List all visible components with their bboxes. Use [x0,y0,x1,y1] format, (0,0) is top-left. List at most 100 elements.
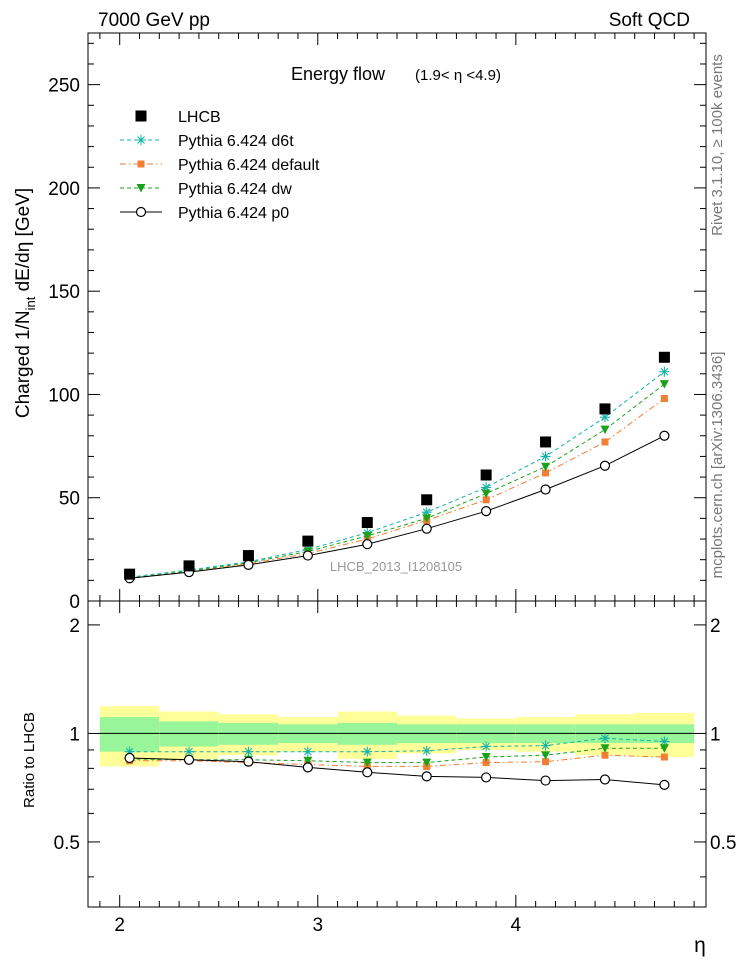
legend-marker [135,206,147,218]
ratio-point [659,744,669,753]
x-axis-label: η [694,934,706,957]
x-tick-label: 3 [312,915,323,936]
ratio-stat-band [159,721,219,747]
analysis-watermark: LHCB_2013_I1208105 [330,559,462,574]
legend-label: Pythia 6.424 default [178,157,320,174]
rivet-label: Rivet 3.1.10, ≥ 100k events [709,54,726,236]
ratio-y-tick-label: 2 [69,616,80,637]
main-axes: 0 50 100 150 200 250 [48,32,707,613]
main-point [599,460,611,471]
main-y-tick-label: 250 [48,76,80,97]
main-point [481,506,492,517]
ratio-point [124,752,135,764]
ratio-series-line [129,754,665,767]
ratio-point [660,753,668,761]
legend-marker [136,184,146,193]
ratio-y-tick-label-right: 2 [710,616,721,637]
ratio-point [362,746,373,757]
legend-label: LHCB [178,109,221,126]
main-y-tick-label: 100 [48,385,80,406]
main-point [481,489,491,499]
ratio-point [184,746,195,757]
ratio-point [481,753,491,762]
ratio-series-line [129,757,665,786]
ratio-point [362,758,372,768]
ratio-point [421,745,432,756]
main-point [540,436,552,448]
ratio-series-line [129,747,665,764]
main-series-line [129,383,665,579]
main-y-tick-label: 0 [69,592,80,613]
ratio-point [302,746,313,757]
ratio-y-axis-label: Ratio to LHCB [21,712,38,808]
main-point [599,403,611,415]
header-left: 7000 GeV pp [98,10,210,31]
ratio-point [183,754,195,765]
main-y-tick-label: 200 [48,179,80,200]
ratio-point [124,746,135,757]
main-point [302,535,314,547]
main-point [482,496,490,504]
header-right: Soft QCD [609,10,690,31]
main-series-line [129,371,665,578]
main-point [362,539,373,550]
main-point [361,517,373,529]
main-point [660,395,668,403]
ratio-point [659,736,670,747]
ratio-point [481,772,492,783]
ratio-point [600,744,610,753]
ratio-uncertainty-bands [99,706,695,767]
main-series-line [129,398,665,579]
ratio-y-tick-label-right: 0.5 [710,833,736,854]
main-point [421,507,432,518]
ratio-point [243,746,254,757]
chart-title: Energy flow [291,64,386,84]
main-y-tick-label: 150 [48,282,80,303]
ratio-y-tick-label: 1 [69,724,80,745]
main-point [183,560,195,572]
ratio-point [542,758,550,766]
main-point [540,451,551,462]
ratio-point [540,740,551,751]
ratio-point [362,767,373,778]
main-point [659,380,669,389]
main-point [659,430,670,441]
ratio-point [243,756,254,767]
main-point [302,550,313,561]
ratio-point [482,759,490,767]
legend-marker [136,135,146,145]
main-y-axis-label-post: dE/dη [GeV] [13,188,34,297]
ratio-point [601,751,609,759]
main-point [541,462,551,472]
ratio-y-tick-label-right: 1 [710,724,721,745]
x-tick-label: 4 [511,915,522,936]
ratio-point [422,758,432,768]
main-point [542,469,550,477]
ratio-stat-band [99,717,160,752]
main-point [481,482,492,493]
main-point [362,531,372,541]
main-point [422,514,432,523]
ratio-point [421,771,432,782]
legend: LHCB Pythia 6.424 d6t Pythia 6.424 default… [120,109,320,222]
main-y-axis-label: Charged 1/Nint dE/dη [GeV] [13,188,38,418]
legend-label: Pythia 6.424 dw [178,181,292,198]
main-point [480,469,492,481]
main-y-axis-label-pre: Charged 1/N [13,310,34,418]
main-series-line [129,435,665,579]
main-point [243,559,254,570]
ratio-series-line [129,737,665,753]
x-tick-label: 2 [114,915,125,936]
ratio-point [599,733,610,744]
main-series [124,351,670,584]
legend-label: Pythia 6.424 d6t [178,133,294,150]
ratio-series [124,733,670,790]
main-point [659,366,670,377]
legend-marker [135,110,147,122]
ratio-point [303,756,313,766]
chart-subtitle: (1.9< η <4.9) [415,67,501,84]
ratio-point [541,751,551,760]
main-point [658,351,670,363]
ratio-point [599,774,611,785]
